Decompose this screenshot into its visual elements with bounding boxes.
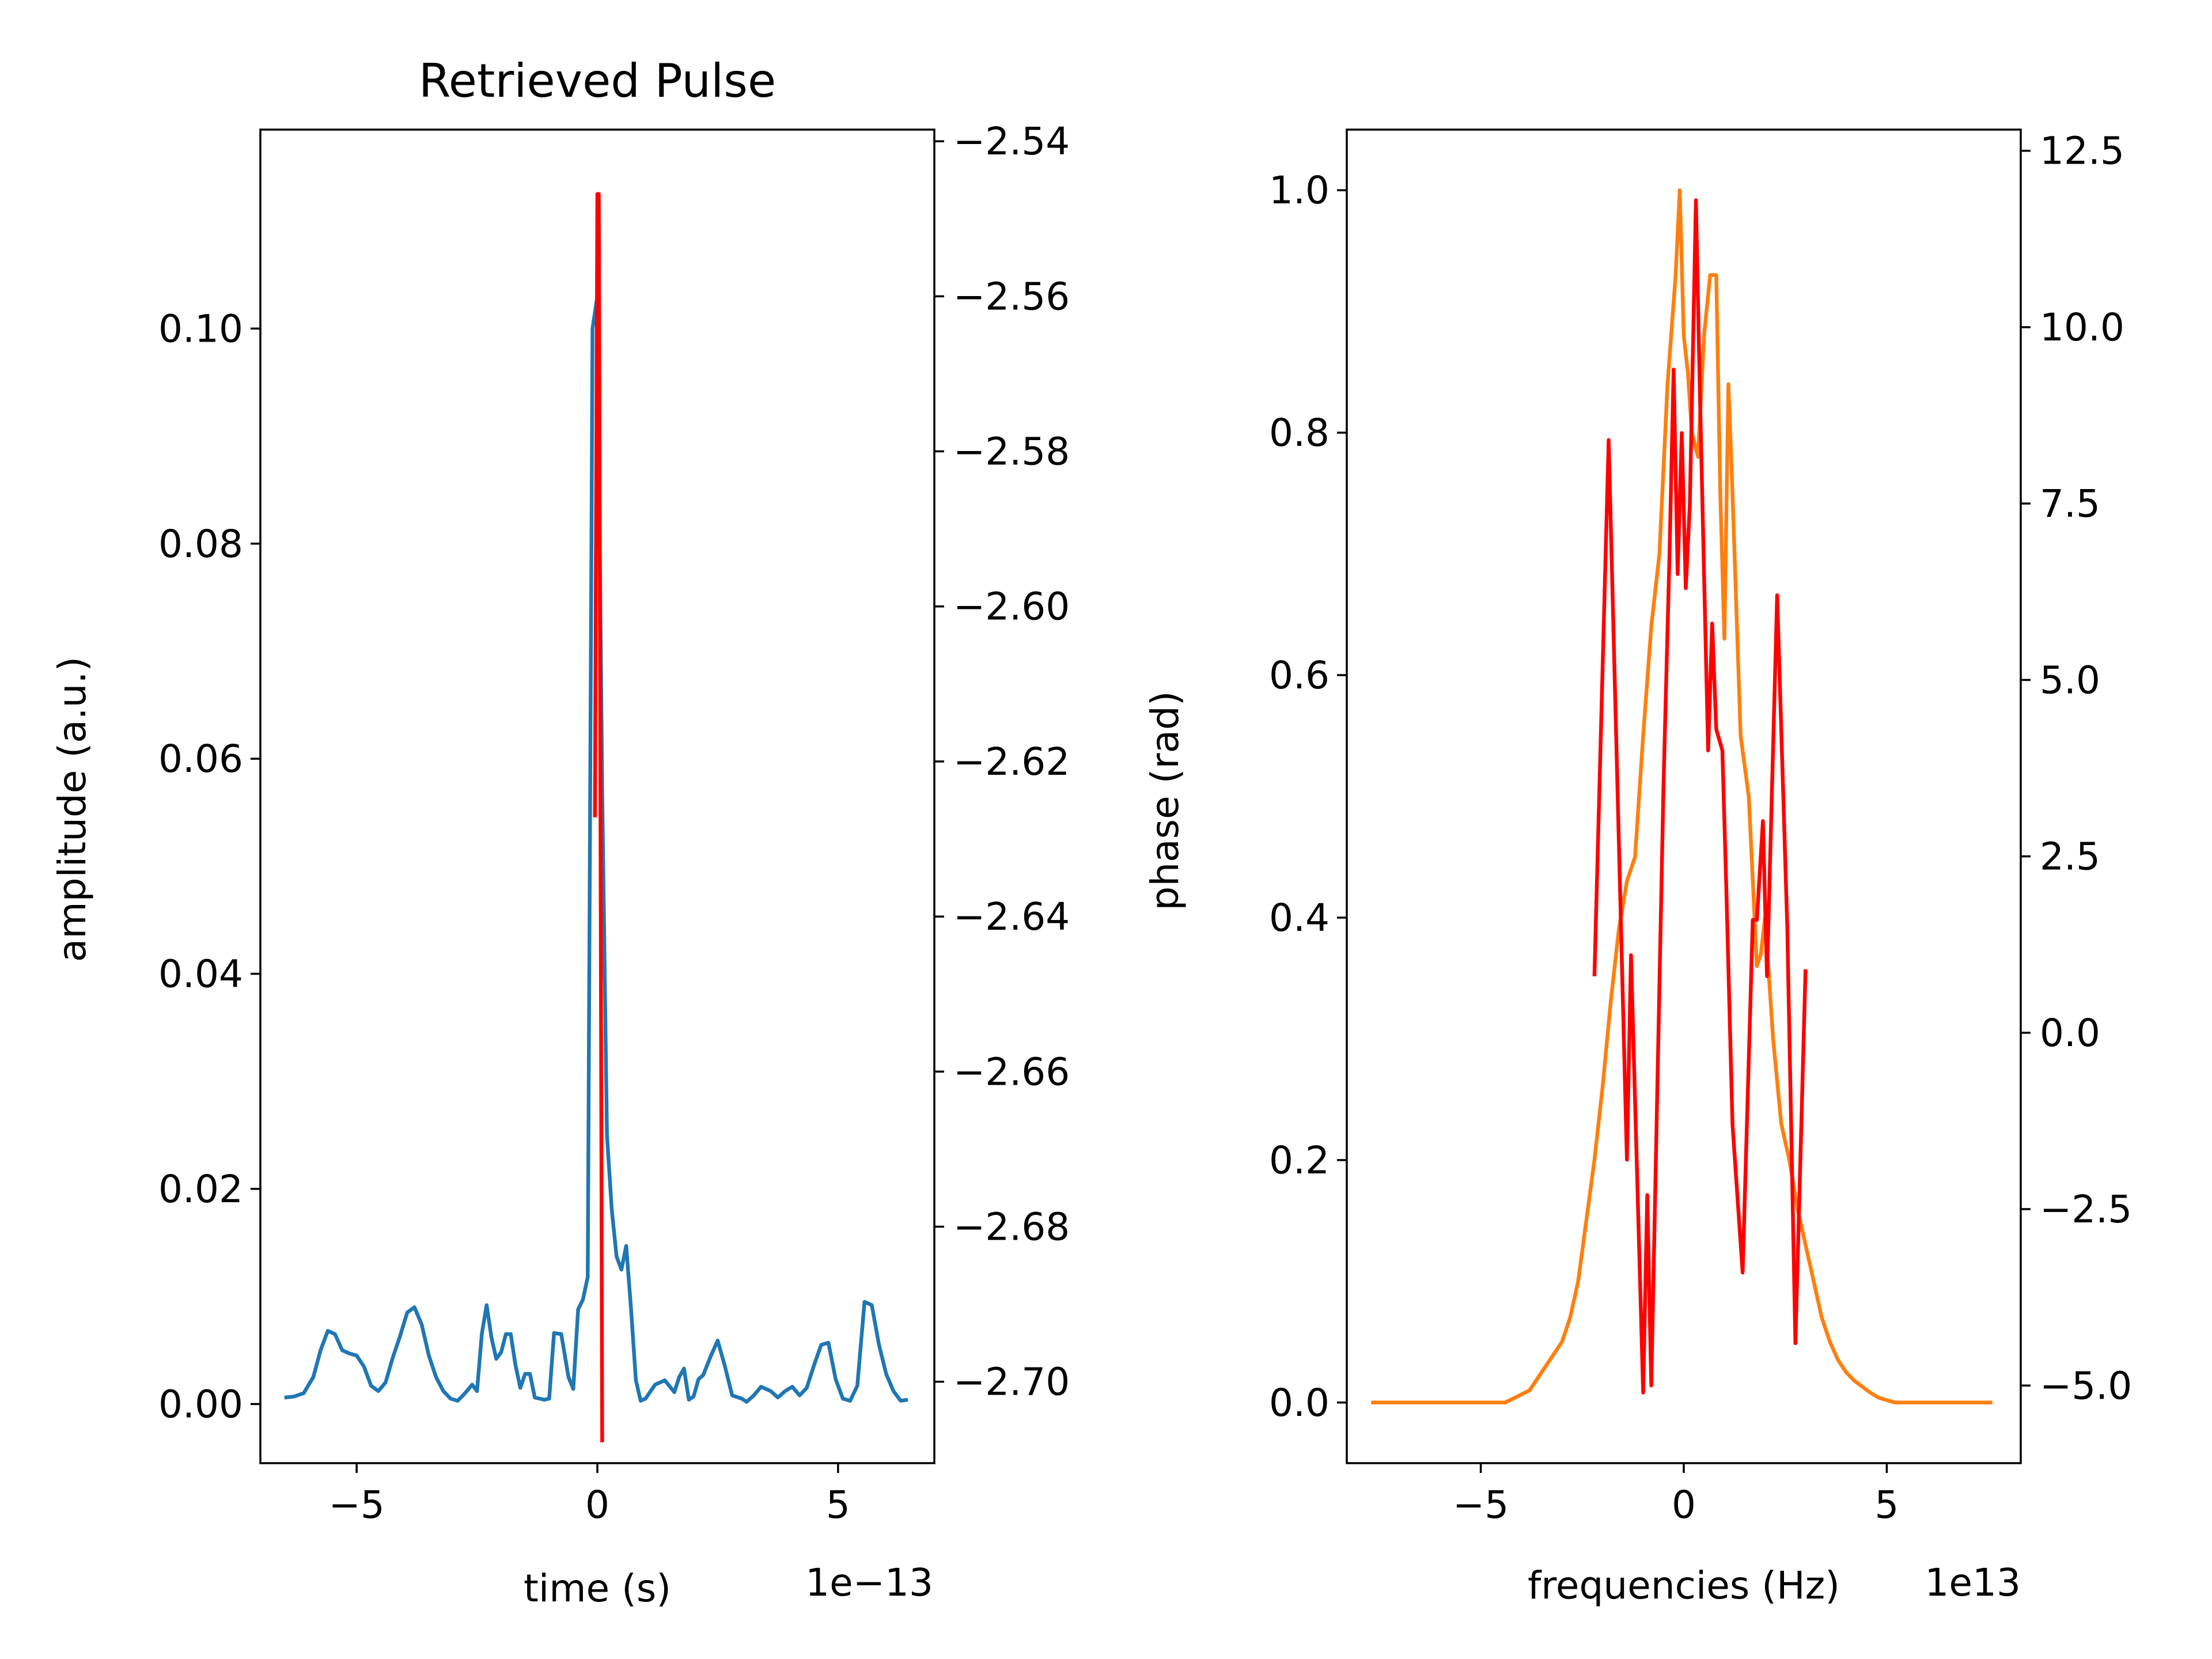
right-chart-x-tick-label: 5	[1874, 1483, 1899, 1527]
right-chart-series-1-line	[1592, 198, 1808, 1395]
left-chart-y2-tick-label: −2.58	[953, 430, 1070, 474]
left-chart-y2-tick-label: −2.56	[953, 274, 1070, 319]
left-chart-y2-tick-label: −2.70	[953, 1360, 1070, 1404]
right-chart-y2-tick-label: 12.5	[2040, 129, 2124, 173]
right-chart-y2-tick-label: 0.0	[2040, 1011, 2100, 1055]
right-chart-x-offset-label: 1e13	[1925, 1560, 2021, 1605]
left-chart-x-axis-label: time (s)	[524, 1566, 671, 1611]
right-chart-y-tick-label: 1.0	[1269, 168, 1330, 213]
right-chart-y-tick-label: 0.8	[1269, 411, 1330, 455]
left-chart-y-axis-label: amplitude (a.u.)	[50, 657, 94, 962]
left-chart-y-tick-label: 0.04	[158, 952, 243, 997]
left-chart-series-0-line	[284, 294, 908, 1404]
right-chart-y2-tick-label: −2.5	[2040, 1187, 2132, 1232]
right-chart-y2-tick-label: 7.5	[2040, 482, 2100, 526]
right-chart-y-tick-label: 0.2	[1269, 1138, 1330, 1183]
right-chart-y-tick-label: 0.6	[1269, 653, 1330, 698]
left-chart-y2-axis-label: phase (rad)	[1143, 691, 1187, 910]
right-chart-x-tick-label: 0	[1672, 1483, 1696, 1527]
right-chart: frequencies (Hz) 1e13 −5 0 5 0.0 0.2 0.4 0.6 0.…	[1269, 128, 2132, 1608]
right-chart-series-layer	[1371, 188, 1993, 1405]
left-chart-y2-tick-label: −2.64	[953, 895, 1070, 939]
left-chart-y2-tick-label: −2.54	[953, 119, 1070, 164]
left-chart-x-tick-label: −5	[328, 1483, 384, 1527]
right-chart-x-tick-label: −5	[1453, 1483, 1509, 1527]
right-chart-y-tick-label: 0.0	[1269, 1381, 1330, 1425]
left-chart-x-tick-label: 5	[826, 1483, 850, 1527]
right-chart-x-axis-label: frequencies (Hz)	[1528, 1563, 1840, 1608]
right-chart-y-tick-label: 0.4	[1269, 896, 1330, 940]
right-chart-y2-tick-label: 2.5	[2040, 835, 2100, 879]
left-chart-y2-tick-label: −2.68	[953, 1205, 1070, 1249]
left-chart-y-tick-label: 0.08	[158, 522, 243, 566]
left-chart: Retrieved Pulse time (s) 1e−13 amplitude…	[50, 54, 1187, 1611]
left-chart-title: Retrieved Pulse	[419, 54, 776, 108]
left-chart-tick-layer: −5 0 5 0.00 0.02 0.04 0.06 0.08 0.10 −2.70 −2.68 −2…	[158, 119, 1070, 1527]
left-chart-x-offset-label: 1e−13	[805, 1560, 933, 1605]
left-chart-y-tick-label: 0.02	[158, 1167, 243, 1211]
left-chart-y-tick-label: 0.06	[158, 737, 243, 781]
left-chart-y2-tick-label: −2.60	[953, 585, 1070, 629]
right-chart-y2-tick-label: 10.0	[2040, 305, 2124, 350]
left-chart-y-tick-label: 0.10	[158, 306, 243, 351]
left-chart-series-layer	[284, 192, 908, 1442]
left-chart-y2-tick-label: −2.66	[953, 1050, 1070, 1094]
right-chart-y2-tick-label: −5.0	[2040, 1363, 2132, 1408]
right-chart-series-0-line	[1371, 188, 1993, 1405]
left-chart-series-1-line	[593, 192, 604, 1442]
left-chart-x-tick-label: 0	[585, 1483, 609, 1527]
left-chart-frame	[259, 128, 935, 1464]
left-chart-y2-tick-label: −2.62	[953, 740, 1070, 784]
left-chart-y-tick-label: 0.00	[158, 1382, 243, 1426]
right-chart-tick-layer: −5 0 5 0.0 0.2 0.4 0.6 0.8 1.0 −5.0 −2.5 0.0 2.5 5.0 7…	[1269, 129, 2132, 1527]
right-chart-y2-tick-label: 5.0	[2040, 658, 2100, 702]
right-chart-frame	[1346, 128, 2022, 1464]
